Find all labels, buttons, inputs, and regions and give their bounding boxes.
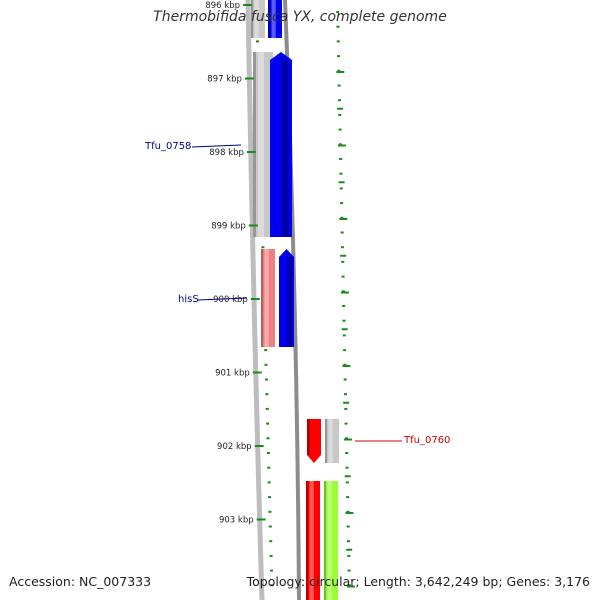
gene-shadow xyxy=(324,481,327,600)
map-title: Thermobifida fusca YX, complete genome xyxy=(153,9,447,25)
feature-label-tfu_0758: Tfu_0758 xyxy=(144,141,191,152)
gene-highlight xyxy=(258,52,264,237)
gene-shadow xyxy=(306,481,309,600)
gene-shadow xyxy=(287,257,292,347)
gene-block-blue-top xyxy=(268,0,282,38)
feature-leader-line xyxy=(191,144,242,148)
ruler-label: 903 kbp xyxy=(219,516,254,526)
kbp-ruler: 896 kbp 897 kbp 898 kbp 899 kbp 900 kbp 901 k… xyxy=(205,1,266,526)
feature-label-hiss: hisS xyxy=(178,294,199,305)
gene-highlight xyxy=(328,419,333,463)
gene-body xyxy=(306,481,320,600)
gene-body xyxy=(307,419,321,463)
gene-highlight xyxy=(254,0,259,38)
gene-block-gray xyxy=(253,52,273,237)
ruler-label: 900 kbp xyxy=(213,295,248,305)
gene-block-gray-right xyxy=(325,419,339,463)
ruler-label: 902 kbp xyxy=(217,442,252,452)
gene-arrow-red-down xyxy=(307,419,321,463)
feature-label-tfu_0760: Tfu_0760 xyxy=(403,435,450,446)
gene-body xyxy=(251,0,265,38)
gene-block-green xyxy=(324,481,338,600)
feature-leader-line xyxy=(197,297,248,301)
gene-highlight xyxy=(264,249,269,347)
gene-highlight xyxy=(327,481,332,600)
gene-body xyxy=(253,52,273,237)
gene-body xyxy=(261,249,275,347)
feature-labels: Tfu_0758 hisS Tfu_0760 xyxy=(144,141,450,446)
gene-shadow xyxy=(251,0,254,38)
gene-shadow xyxy=(268,0,271,38)
gene-arrow-blue-up-hiss xyxy=(279,249,294,347)
gene-block-pink xyxy=(261,249,275,347)
gene-shadow xyxy=(261,249,264,347)
gene-body xyxy=(324,481,338,600)
gene-body xyxy=(268,0,282,38)
gene-body xyxy=(325,419,339,463)
gene-track xyxy=(251,0,339,600)
gene-highlight xyxy=(309,481,314,600)
gene-body xyxy=(270,52,292,237)
gene-shadow xyxy=(325,419,328,463)
gene-shadow xyxy=(282,60,289,237)
gene-shadow xyxy=(307,419,310,455)
genome-summary: Topology: circular; Length: 3,642,249 bp… xyxy=(246,574,590,589)
gene-shadow xyxy=(253,52,256,237)
gene-arrow-blue-up xyxy=(270,52,292,237)
ruler-label: 896 kbp xyxy=(205,1,240,11)
gene-block-red xyxy=(306,481,320,600)
accession-label: Accession: NC_007333 xyxy=(9,574,152,589)
ruler-label: 897 kbp xyxy=(207,75,242,85)
ruler-label: 901 kbp xyxy=(215,369,250,379)
gene-body xyxy=(279,249,294,347)
gene-block-gray-top xyxy=(251,0,265,38)
ruler-label: 898 kbp xyxy=(209,148,244,158)
gene-highlight xyxy=(271,0,276,38)
ruler-label: 899 kbp xyxy=(211,222,246,232)
